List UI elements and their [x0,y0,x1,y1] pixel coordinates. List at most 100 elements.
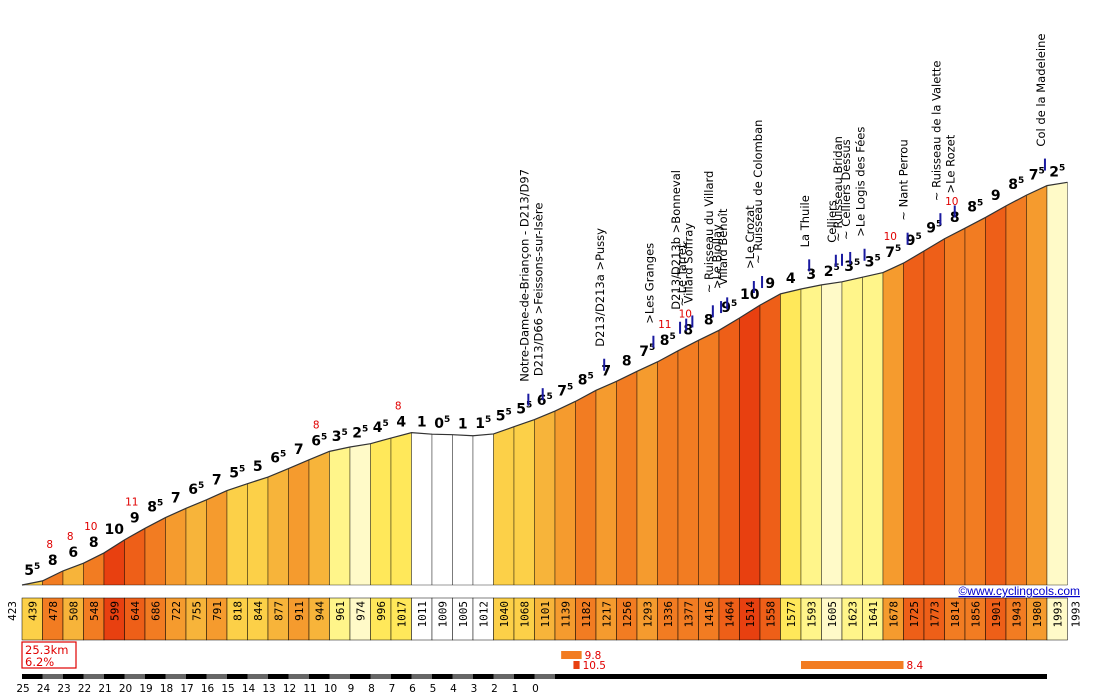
altitude-label: 1943 [1010,601,1023,628]
segment-grade-label: 1 [417,415,427,431]
altitude-label: 1641 [867,601,880,628]
segment-fill [247,476,269,586]
segment-grade-decimal: 5 [157,499,163,509]
segment-fill [431,433,453,586]
km-ruler-tick-dark [227,674,248,679]
segment-grade-label: 55 [516,401,532,418]
km-ruler-tick-light [329,674,350,679]
segment-grade-main: 2 [824,264,834,280]
segment-fill [595,381,617,586]
segment-grade-decimal: 5 [505,408,511,418]
segment-max-grade-label: 8 [67,531,74,543]
segment-grade-main: 8 [704,312,714,328]
segment-grade-decimal: 5 [854,258,860,268]
segment-fill [349,443,371,586]
segment-grade-main: 2 [352,426,362,442]
altitude-label: 1256 [621,601,634,628]
segment-max-grade-label: 8 [313,419,320,431]
segment-fill [616,371,638,586]
segment-grade-label: 55 [24,562,40,579]
altitude-label: 1773 [928,601,941,628]
segment-grade-decimal: 5 [833,263,839,273]
location-label: ~ Celliers Dessus [839,139,853,240]
segment-grade-label: 9 [765,276,775,292]
km-ruler-tick-light [165,674,186,679]
segment-grade-decimal: 5 [321,432,327,442]
altitude-label: 1558 [764,601,777,628]
segment-grade-labels: 5586810985765755565765352545410511555556… [24,163,1065,579]
segment-grade-label: 9 [130,510,140,526]
segment-grade-main: 7 [601,363,611,379]
start-altitude-label: 423 [6,601,19,621]
segment-grade-main: 8 [1008,177,1018,193]
altitude-label: 818 [231,601,244,621]
km-label: 5 [430,683,437,695]
segment-fill [226,483,248,586]
website-credit[interactable]: ©www.cyclingcols.com [958,584,1080,598]
altitude-strip: 439 478 508 548 599 644 686 722 755 791 818 844 877 9… [6,597,1083,641]
segment-grade-main: 3 [865,255,875,271]
segment-grade-decimal: 5 [1038,167,1044,177]
segment-grade-main: 6 [270,451,280,467]
segment-grade-label: 8 [48,553,58,569]
km-label: 24 [37,683,51,695]
segment-grade-main: 6 [68,545,78,561]
segment-fill [636,361,658,586]
segment-grade-main: 8 [48,553,58,569]
segment-grade-label: 95 [926,220,942,237]
segment-fill [800,284,822,586]
altitude-label: 644 [129,601,142,621]
segment-grade-decimal: 5 [669,332,675,342]
segment-grade-label: 85 [1008,176,1024,193]
segment-grade-label: 7 [601,363,611,379]
segment-max-grade-label: 10 [884,231,897,243]
km-label: 13 [262,683,275,695]
altitude-label: 1577 [785,601,798,628]
location-label: >Les Granges [642,243,656,324]
segment-grade-label: 3 [806,267,816,283]
location-label: >Le Biollay [710,224,724,289]
altitude-label: 1068 [518,601,531,628]
segment-grade-decimal: 5 [567,382,573,392]
segment-grade-label: 8 [683,322,693,338]
altitude-label: 1293 [641,601,654,628]
segment-grade-label: 75 [1029,167,1045,184]
segment-grade-main: 7 [171,490,181,506]
location-label: ~ Ruisseau de la Valette [929,61,943,202]
segment-grade-decimal: 5 [1018,176,1024,186]
summary-box [21,641,77,669]
segment-grade-main: 9 [926,221,936,237]
segment-grade-main: 8 [578,372,588,388]
segment-fill [185,499,207,586]
segment-grade-label: 95 [721,299,737,316]
segment-grade-main: 5 [253,459,263,475]
km-ruler-tick-light [288,674,309,679]
segment-grade-label: 8 [950,210,960,226]
segment-grade-decimal: 5 [444,415,450,425]
segment-fill [308,451,330,586]
segment-grade-main: 5 [516,402,526,418]
altitude-label: 1011 [416,601,429,628]
segment-fill [1026,185,1048,586]
km-ruler-tick-light [534,674,555,679]
location-label: D213/D213b >Bonneval [669,170,683,310]
segment-fill [206,490,228,586]
segment-grade-main: 8 [950,210,960,226]
altitude-label: 1980 [1031,601,1044,628]
altitude-label: 508 [67,601,80,621]
segment-grade-main: 3 [332,429,342,445]
segment-max-grade-label: 10 [84,521,97,533]
km-ruler-tick-light [452,674,473,679]
segment-fills [21,182,1068,586]
segment-grade-decimal: 5 [1059,163,1065,173]
segment-grade-main: 9 [991,188,1001,204]
segment-grade-main: 8 [147,500,157,516]
altitude-label: 1017 [395,601,408,628]
segment-fill [124,527,146,586]
segment-grade-label: 85 [660,332,676,349]
segment-grade-decimal: 5 [649,343,655,353]
segment-grade-decimal: 5 [198,481,204,491]
km-ruler-tick-dark [391,674,412,679]
segment-grade-label: 8 [704,312,714,328]
